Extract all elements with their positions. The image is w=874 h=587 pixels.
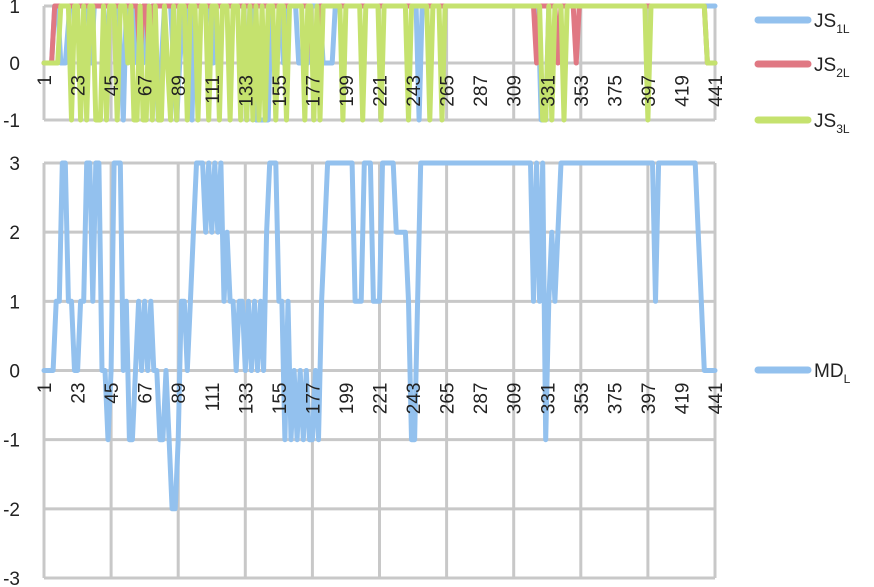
y-tick-label: 1: [9, 292, 20, 313]
x-tick-label: 353: [572, 383, 593, 415]
x-tick-label: 177: [303, 383, 324, 415]
legend-label: JS1L: [814, 11, 850, 36]
x-tick-label: 441: [706, 75, 727, 107]
legend-label-subscript: 1L: [836, 22, 850, 36]
x-tick-label: 155: [270, 75, 291, 107]
x-tick-label: 221: [371, 75, 392, 107]
legend-label-main: JS: [814, 55, 836, 76]
x-tick-label: 155: [270, 383, 291, 415]
x-tick-label: 287: [471, 75, 492, 107]
x-tick-label: 331: [538, 383, 559, 415]
y-tick-label: 2: [9, 223, 20, 244]
x-tick-label: 265: [438, 383, 459, 415]
top-chart-panel: -1 0 1 1 23 45 67 89 111 133 155 177 199 221 243 265 287…: [3, 0, 850, 136]
x-tick-label: 1: [35, 75, 56, 86]
x-tick-label: 243: [404, 75, 425, 107]
x-tick-label: 67: [136, 383, 157, 404]
legend-label: MDL: [814, 361, 851, 386]
x-tick-label: 89: [169, 383, 190, 404]
x-tick-label: 309: [505, 383, 526, 415]
y-tick-label: -1: [3, 431, 20, 452]
y-tick-label: 3: [9, 154, 20, 175]
x-tick-label: 45: [102, 75, 123, 96]
x-tick-label: 1: [35, 383, 56, 394]
y-tick-label: -1: [3, 111, 20, 132]
legend-label-subscript: L: [844, 372, 851, 386]
x-tick-label: 397: [639, 75, 660, 107]
legend-label-main: MD: [814, 361, 844, 382]
x-tick-label: 375: [605, 75, 626, 107]
x-tick-label: 89: [169, 75, 190, 96]
x-tick-label: 287: [471, 383, 492, 415]
series-line-md-l: [41, 160, 718, 512]
x-tick-label: 375: [605, 383, 626, 415]
x-tick-label: 309: [505, 75, 526, 107]
legend-label-subscript: 3L: [836, 122, 850, 136]
x-tick-label: 133: [236, 383, 257, 415]
x-tick-label: 67: [136, 75, 157, 96]
x-tick-label: 23: [69, 383, 90, 404]
x-tick-label: 397: [639, 383, 660, 415]
x-tick-label: 45: [102, 383, 123, 404]
y-tick-label: 0: [9, 362, 20, 383]
x-tick-label: 111: [203, 75, 224, 104]
legend-label-main: JS: [814, 11, 836, 32]
x-tick-label: 243: [404, 383, 425, 415]
x-tick-label: 419: [672, 383, 693, 415]
x-tick-label: 419: [672, 75, 693, 107]
y-tick-label: -3: [3, 569, 20, 587]
legend-label: JS3L: [814, 111, 850, 136]
legend-label-subscript: 2L: [836, 66, 850, 80]
x-tick-label: 133: [236, 75, 257, 107]
x-tick-label: 199: [337, 383, 358, 415]
x-tick-label: 441: [706, 383, 727, 415]
x-tick-label: 23: [69, 75, 90, 96]
legend-label: JS2L: [814, 55, 850, 80]
y-tick-label: 1: [9, 0, 20, 18]
x-tick-label: 265: [438, 75, 459, 107]
legend-label-main: JS: [814, 111, 836, 132]
series-line-js-3l: [41, 3, 718, 123]
x-tick-label: 111: [203, 383, 224, 412]
x-tick-label: 199: [337, 75, 358, 107]
x-tick-label: 353: [572, 75, 593, 107]
y-tick-label: -2: [3, 500, 20, 521]
x-tick-label: 331: [538, 75, 559, 107]
x-tick-label: 221: [371, 383, 392, 415]
y-tick-label: 0: [9, 54, 20, 75]
x-tick-label: 177: [303, 75, 324, 107]
